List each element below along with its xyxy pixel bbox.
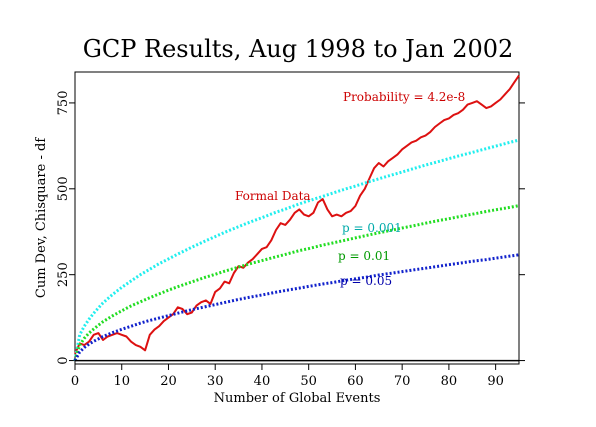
- y-tick-label: 750: [56, 91, 71, 116]
- x-tick-label: 70: [394, 374, 411, 389]
- x-tick-label: 40: [254, 374, 271, 389]
- y-axis-ticks: 0 250 500 750: [56, 91, 525, 365]
- y-tick-label: 250: [56, 262, 71, 287]
- y-axis-label: Cum Dev, Chisquare - df: [34, 137, 49, 298]
- x-axis-ticks: 0 10 20 30 40 50 60 70 80 90: [71, 364, 504, 389]
- annotation-formal-data: Formal Data: [235, 189, 311, 203]
- x-tick-label: 90: [487, 374, 504, 389]
- series-layer: [73, 74, 520, 362]
- annotation-probability: Probability = 4.2e-8: [343, 90, 465, 104]
- annotation-p-0-05: p = 0.05: [340, 274, 392, 288]
- series-line-formal-data: [74, 74, 520, 355]
- x-tick-label: 60: [347, 374, 364, 389]
- series-line-p-0-05: [73, 253, 520, 362]
- y-tick-label: 500: [56, 176, 71, 201]
- annotation-p-0-01: p = 0.01: [338, 249, 390, 263]
- annotation-p-0-001: p = 0.001: [342, 221, 402, 235]
- series-line-p-0-01: [73, 204, 520, 362]
- x-tick-label: 20: [160, 374, 177, 389]
- plot-frame: [74, 71, 520, 365]
- x-tick-label: 0: [71, 374, 79, 389]
- series-line-p-0-001: [73, 138, 520, 361]
- x-tick-label: 30: [207, 374, 224, 389]
- x-axis-label: Number of Global Events: [214, 391, 381, 406]
- y-tick-label: 0: [56, 356, 71, 364]
- chart-title: GCP Results, Aug 1998 to Jan 2002: [83, 35, 514, 63]
- x-tick-label: 10: [113, 374, 130, 389]
- x-tick-label: 50: [300, 374, 317, 389]
- x-tick-label: 80: [441, 374, 458, 389]
